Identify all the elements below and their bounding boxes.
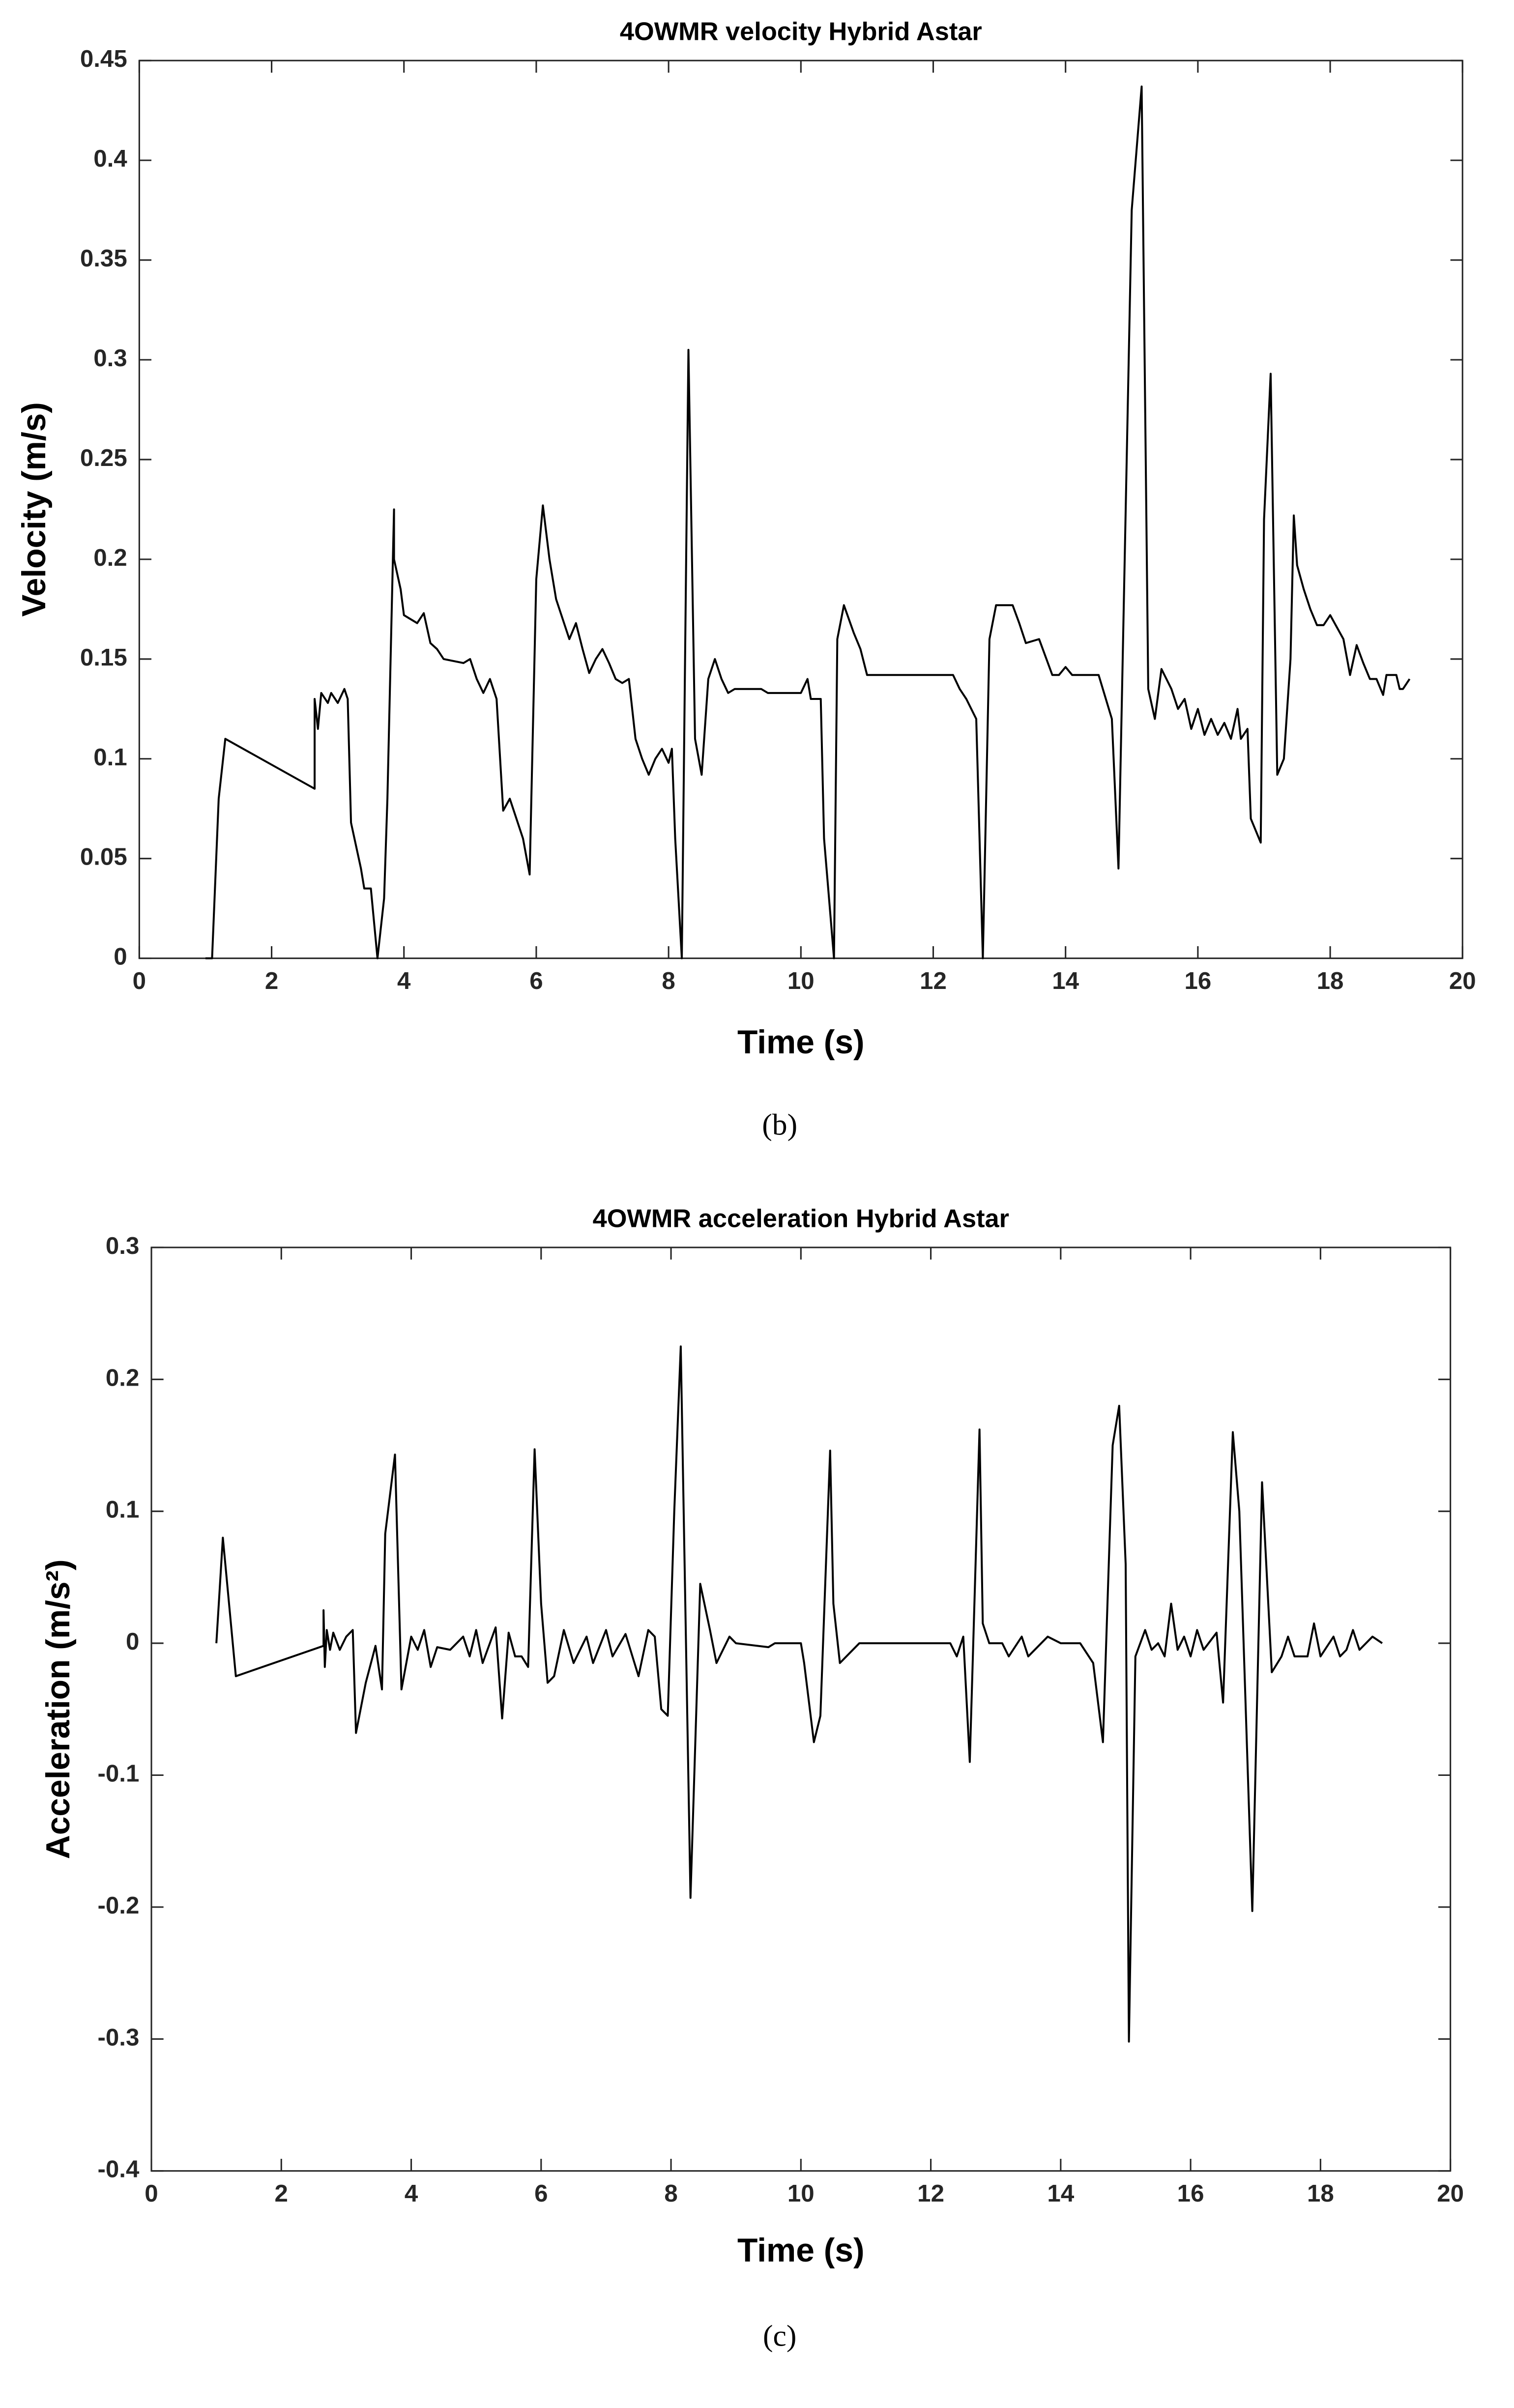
- caption: (c): [763, 2320, 796, 2353]
- chart-title: 4OWMR velocity Hybrid Astar: [620, 18, 982, 46]
- y-tick-label: 0.1: [106, 1496, 140, 1523]
- x-tick-label: 6: [534, 2180, 548, 2207]
- x-tick-label: 12: [917, 2180, 944, 2207]
- x-tick-label: 14: [1047, 2180, 1074, 2207]
- x-tick-label: 4: [397, 967, 411, 994]
- x-tick-label: 14: [1052, 967, 1079, 994]
- x-tick-label: 16: [1184, 967, 1211, 994]
- y-axis-label: Velocity (m/s): [16, 402, 53, 617]
- y-tick-label: 0.4: [93, 145, 127, 172]
- y-tick-label: 0.25: [80, 444, 127, 471]
- data-line: [205, 85, 1411, 959]
- y-tick-label: 0: [114, 943, 127, 970]
- data-line: [215, 1345, 1383, 2043]
- x-tick-label: 8: [664, 2180, 677, 2207]
- x-tick-label: 2: [275, 2180, 288, 2207]
- y-tick-label: 0.35: [80, 245, 127, 272]
- x-tick-label: 16: [1177, 2180, 1204, 2207]
- y-tick-label: 0.3: [93, 345, 127, 372]
- y-tick-label: 0.2: [93, 544, 127, 571]
- x-tick-label: 18: [1317, 967, 1344, 994]
- x-tick-label: 12: [920, 967, 947, 994]
- y-tick-label: -0.4: [97, 2156, 139, 2183]
- caption: (b): [762, 1108, 797, 1142]
- x-axis-label: Time (s): [737, 2232, 865, 2269]
- y-tick-label: 0: [126, 1628, 139, 1655]
- x-tick-label: 20: [1437, 2180, 1464, 2207]
- x-tick-label: 20: [1449, 967, 1476, 994]
- y-tick-label: 0.45: [80, 45, 127, 72]
- y-tick-label: -0.2: [97, 1892, 139, 1919]
- x-tick-label: 18: [1307, 2180, 1334, 2207]
- y-tick-label: 0.05: [80, 843, 127, 870]
- y-tick-label: 0.15: [80, 644, 127, 671]
- x-tick-label: 10: [787, 967, 815, 994]
- plot-area: [150, 1247, 1452, 2172]
- x-tick-label: 0: [145, 2180, 158, 2207]
- x-tick-label: 2: [265, 967, 278, 994]
- x-tick-label: 6: [529, 967, 543, 994]
- x-tick-label: 8: [662, 967, 675, 994]
- x-tick-label: 4: [405, 2180, 418, 2207]
- x-axis-label: Time (s): [737, 1024, 865, 1061]
- plot-area: [138, 59, 1463, 959]
- y-tick-label: -0.3: [97, 2024, 139, 2051]
- x-tick-label: 0: [133, 967, 146, 994]
- y-tick-label: -0.1: [97, 1760, 139, 1787]
- y-tick-label: 0.2: [106, 1364, 140, 1391]
- x-tick-label: 10: [787, 2180, 815, 2207]
- chart-title: 4OWMR acceleration Hybrid Astar: [593, 1204, 1009, 1233]
- y-tick-label: 0.3: [106, 1232, 140, 1259]
- y-tick-label: 0.1: [93, 744, 127, 771]
- y-axis-label: Acceleration (m/s²): [40, 1559, 77, 1859]
